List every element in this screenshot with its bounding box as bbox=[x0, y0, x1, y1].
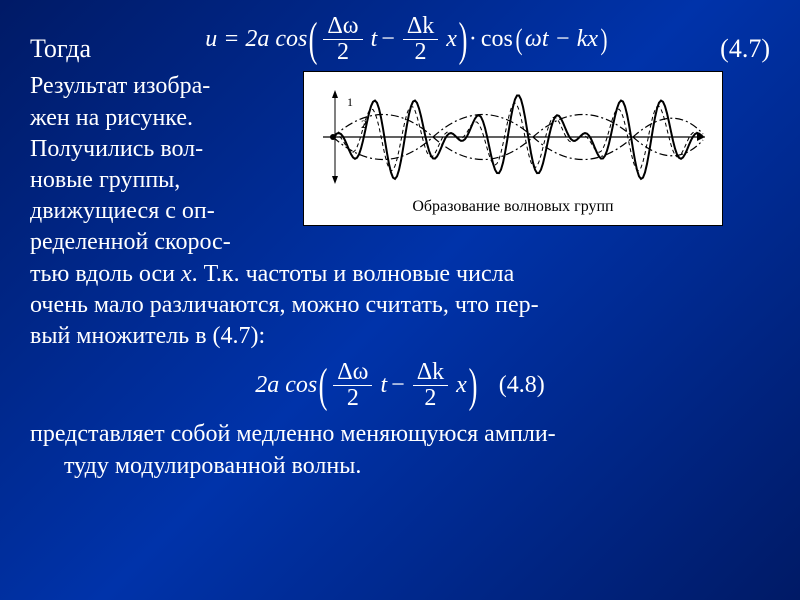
rparen3-icon: ) bbox=[468, 364, 477, 407]
paragraph-1: Результат изобра- жен на рисунке. Получи… bbox=[30, 71, 285, 258]
eq47-frac1-num: Δω bbox=[323, 14, 362, 40]
eq48-frac2-den: 2 bbox=[420, 386, 440, 411]
eq47-cos2: cos bbox=[481, 26, 513, 53]
eq48-number: (4.8) bbox=[499, 370, 545, 401]
p1-l5: движущиеся с оп- bbox=[30, 196, 285, 227]
final-l2: туду модулированной волны. bbox=[30, 451, 770, 482]
p1-l2: жен на рисунке. bbox=[30, 103, 285, 134]
eq47-frac1: Δω 2 bbox=[323, 14, 362, 65]
final-paragraph: представляет собой медленно меняющуюся а… bbox=[30, 419, 770, 481]
slide-root: Тогда u = 2a cos ( Δω 2 t − Δk 2 x ) · c… bbox=[0, 0, 800, 492]
equation-4-7: u = 2a cos ( Δω 2 t − Δk 2 x ) · cos ( ω… bbox=[205, 14, 606, 65]
wave-figure: 1 2 Образование волновых групп bbox=[303, 71, 723, 226]
eq48-frac1: Δω 2 bbox=[333, 360, 372, 411]
eq48-row: 2a cos ( Δω 2 t − Δk 2 x ) (4.8) bbox=[30, 360, 770, 411]
eq47-frac2-den: 2 bbox=[411, 40, 431, 65]
p2-l2: очень мало различаются, можно считать, ч… bbox=[30, 290, 770, 321]
label-togda: Тогда bbox=[30, 34, 91, 64]
eq48-frac1-num: Δω bbox=[333, 360, 372, 386]
final-l1: представляет собой медленно меняющуюся а… bbox=[30, 419, 770, 450]
p1-l3: Получились вол- bbox=[30, 134, 285, 165]
figure-caption: Образование волновых групп bbox=[412, 198, 613, 216]
fig-label-1: 1 bbox=[347, 95, 353, 109]
eq47-frac2-num: Δk bbox=[403, 14, 438, 40]
p2-l3: вый множитель в (4.7): bbox=[30, 321, 770, 352]
p1-l6: ределенной скорос- bbox=[30, 227, 285, 258]
paragraph-2: тью вдоль оси x. Т.к. частоты и волновые… bbox=[30, 259, 770, 353]
eq48-frac2: Δk 2 bbox=[413, 360, 448, 411]
eq48-t: t bbox=[380, 372, 387, 399]
p2-l1b: x bbox=[181, 261, 192, 287]
fig-label-2: 2 bbox=[361, 117, 367, 131]
eq47-number: (4.7) bbox=[720, 34, 770, 64]
lparen2-icon: ( bbox=[515, 26, 522, 53]
eq47-arg2: ωt − kx bbox=[525, 26, 598, 53]
eq47-x: x bbox=[446, 26, 457, 53]
eq48-pre: 2a cos bbox=[255, 372, 317, 399]
lparen-icon: ( bbox=[309, 18, 318, 61]
eq47-dot: · bbox=[469, 26, 477, 53]
eq48-minus: − bbox=[391, 372, 405, 399]
p1-l1: Результат изобра- bbox=[30, 71, 285, 102]
p1-l4: новые группы, bbox=[30, 165, 285, 196]
wave-svg: 1 2 bbox=[313, 78, 713, 196]
eq47-lhs: u = 2a cos bbox=[205, 26, 307, 53]
rparen-icon: ) bbox=[459, 18, 468, 61]
eq47-frac1-den: 2 bbox=[333, 40, 353, 65]
eq47-t: t bbox=[371, 26, 378, 53]
p2-l1c: . Т.к. частоты и волновые числа bbox=[192, 261, 515, 287]
eq47-minus: − bbox=[381, 26, 395, 53]
p2-l1a: тью вдоль оси bbox=[30, 261, 181, 287]
p2-l1: тью вдоль оси x. Т.к. частоты и волновые… bbox=[30, 259, 770, 290]
eq48-x: x bbox=[456, 372, 467, 399]
equation-4-8: 2a cos ( Δω 2 t − Δk 2 x ) bbox=[255, 360, 475, 411]
rparen2-icon: ) bbox=[601, 26, 608, 53]
eq48-frac2-num: Δk bbox=[413, 360, 448, 386]
eq47-frac2: Δk 2 bbox=[403, 14, 438, 65]
lparen3-icon: ( bbox=[319, 364, 328, 407]
eq47-row: Тогда u = 2a cos ( Δω 2 t − Δk 2 x ) · c… bbox=[30, 14, 770, 65]
eq48-frac1-den: 2 bbox=[343, 386, 363, 411]
mid-row: Результат изобра- жен на рисунке. Получи… bbox=[30, 71, 770, 258]
